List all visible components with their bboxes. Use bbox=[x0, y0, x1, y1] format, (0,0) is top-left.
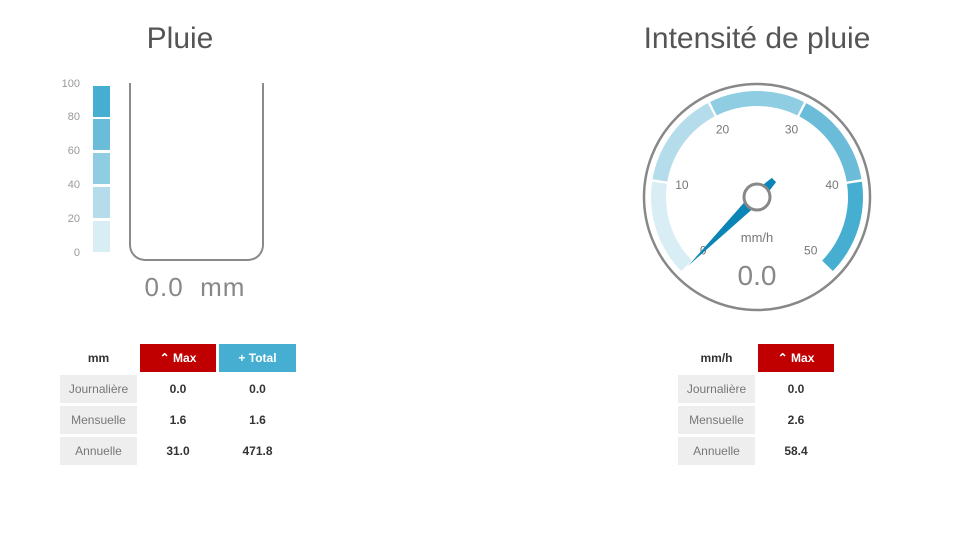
row-label: Mensuelle bbox=[60, 406, 137, 434]
total-label: Total bbox=[248, 351, 277, 365]
scale-label: 40 bbox=[67, 179, 80, 191]
row-label: Annuelle bbox=[60, 437, 137, 465]
table-row: Journalière 0.0 0.0 bbox=[60, 375, 296, 403]
scale-label: 60 bbox=[67, 145, 80, 157]
row-label: Mensuelle bbox=[678, 406, 755, 434]
max-value: 0.0 bbox=[169, 382, 187, 396]
max-tab[interactable]: ⌃ Max bbox=[140, 344, 216, 372]
scale-block bbox=[93, 86, 110, 117]
scale-label: 80 bbox=[67, 111, 80, 123]
gauge-value: 0.0 bbox=[738, 260, 777, 291]
table-row: Annuelle 58.4 bbox=[678, 437, 834, 465]
rain-stats-table: mm ⌃ Max + Total Journalière 0.0 0.0 Mensu… bbox=[57, 341, 299, 468]
gauge-tick-label: 40 bbox=[825, 178, 839, 192]
total-value: 0.0 bbox=[249, 382, 266, 396]
total-value: 471.8 bbox=[242, 444, 273, 458]
rain-value: 0.0 bbox=[144, 272, 184, 302]
table-row: Mensuelle 1.6 1.6 bbox=[60, 406, 296, 434]
scale-block bbox=[93, 221, 110, 252]
rate-stats-table: mm/h ⌃ Max Journalière 0.0 Mensuelle 2.6 A… bbox=[675, 341, 837, 468]
gauge-band bbox=[652, 103, 715, 182]
gauge-band bbox=[651, 181, 692, 272]
table-row: Mensuelle 2.6 bbox=[678, 406, 834, 434]
needle-hub bbox=[742, 182, 772, 212]
rain-beaker bbox=[129, 83, 264, 261]
gauge-band bbox=[710, 91, 804, 116]
max-label: Max bbox=[173, 351, 197, 365]
row-label: Journalière bbox=[60, 375, 137, 403]
row-label: Journalière bbox=[678, 375, 755, 403]
gauge-tick-label: 30 bbox=[785, 122, 799, 136]
total-value: 1.6 bbox=[249, 413, 266, 427]
gauge-tick-label: 50 bbox=[804, 244, 818, 258]
scale-block bbox=[93, 153, 110, 184]
rain-rate-title: Intensité de pluie bbox=[643, 22, 871, 55]
scale-label: 0 bbox=[73, 247, 80, 259]
table-row: Journalière 0.0 bbox=[678, 375, 834, 403]
gauge-tick-label: 10 bbox=[675, 178, 689, 192]
gauge-unit: mm/h bbox=[741, 230, 774, 245]
rain-readout: 0.0 mm bbox=[120, 272, 270, 303]
rain-rate-gauge: 01020304050 mm/h 0.0 bbox=[642, 82, 872, 312]
rain-unit: mm bbox=[200, 272, 246, 302]
row-label: Annuelle bbox=[678, 437, 755, 465]
scale-block bbox=[93, 119, 110, 150]
total-tab[interactable]: + Total bbox=[219, 344, 296, 372]
max-value: 0.0 bbox=[787, 382, 805, 396]
unit-header: mm/h bbox=[700, 351, 733, 365]
scale-block bbox=[93, 187, 110, 218]
gauge-band bbox=[799, 103, 862, 182]
max-tab[interactable]: ⌃ Max bbox=[758, 344, 834, 372]
scale-label: 20 bbox=[67, 213, 80, 225]
table-row: Annuelle 31.0 471.8 bbox=[60, 437, 296, 465]
chevron-up-icon: ⌃ bbox=[777, 351, 788, 365]
plus-icon: + bbox=[238, 351, 246, 365]
scale-label: 100 bbox=[61, 78, 80, 90]
unit-header: mm bbox=[87, 351, 110, 365]
gauge-tick-label: 20 bbox=[716, 122, 730, 136]
max-value: 1.6 bbox=[169, 413, 187, 427]
max-value: 31.0 bbox=[166, 444, 190, 458]
rain-title: Pluie bbox=[146, 22, 214, 55]
max-label: Max bbox=[791, 351, 815, 365]
gauge-band bbox=[822, 181, 863, 272]
chevron-up-icon: ⌃ bbox=[159, 351, 170, 365]
max-value: 58.4 bbox=[784, 444, 808, 458]
max-value: 2.6 bbox=[787, 413, 805, 427]
